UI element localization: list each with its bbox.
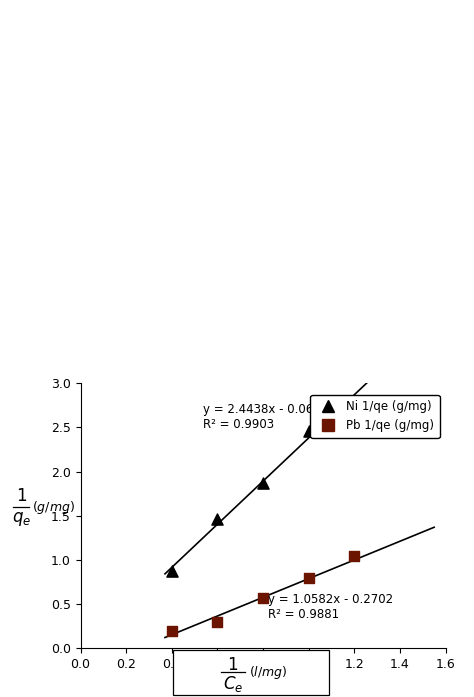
Point: [305, 572, 312, 583]
Text: $\mathit{1}$: $\mathit{1}$: [228, 656, 238, 674]
Point: [351, 398, 358, 409]
Text: $\mathit{C_e}$: $\mathit{C_e}$: [223, 674, 243, 694]
Text: $(l/mg)$: $(l/mg)$: [249, 664, 287, 681]
Text: y = 1.0582x - 0.2702
R² = 0.9881: y = 1.0582x - 0.2702 R² = 0.9881: [268, 592, 393, 620]
Point: [305, 425, 312, 436]
Text: $(g/mg)$: $(g/mg)$: [32, 499, 75, 516]
Legend: Ni 1/qe (g/mg), Pb 1/qe (g/mg): Ni 1/qe (g/mg), Pb 1/qe (g/mg): [310, 395, 440, 438]
Point: [168, 625, 175, 636]
Text: $\mathit{q_e}$: $\mathit{q_e}$: [12, 510, 31, 528]
Text: y = 2.4438x - 0.062
R² = 0.9903: y = 2.4438x - 0.062 R² = 0.9903: [202, 403, 320, 431]
Point: [351, 551, 358, 562]
Text: $\mathit{1}$: $\mathit{1}$: [16, 487, 27, 505]
Point: [168, 566, 175, 577]
Point: [214, 616, 221, 627]
Point: [259, 592, 267, 604]
Point: [259, 477, 267, 489]
Point: [214, 514, 221, 525]
